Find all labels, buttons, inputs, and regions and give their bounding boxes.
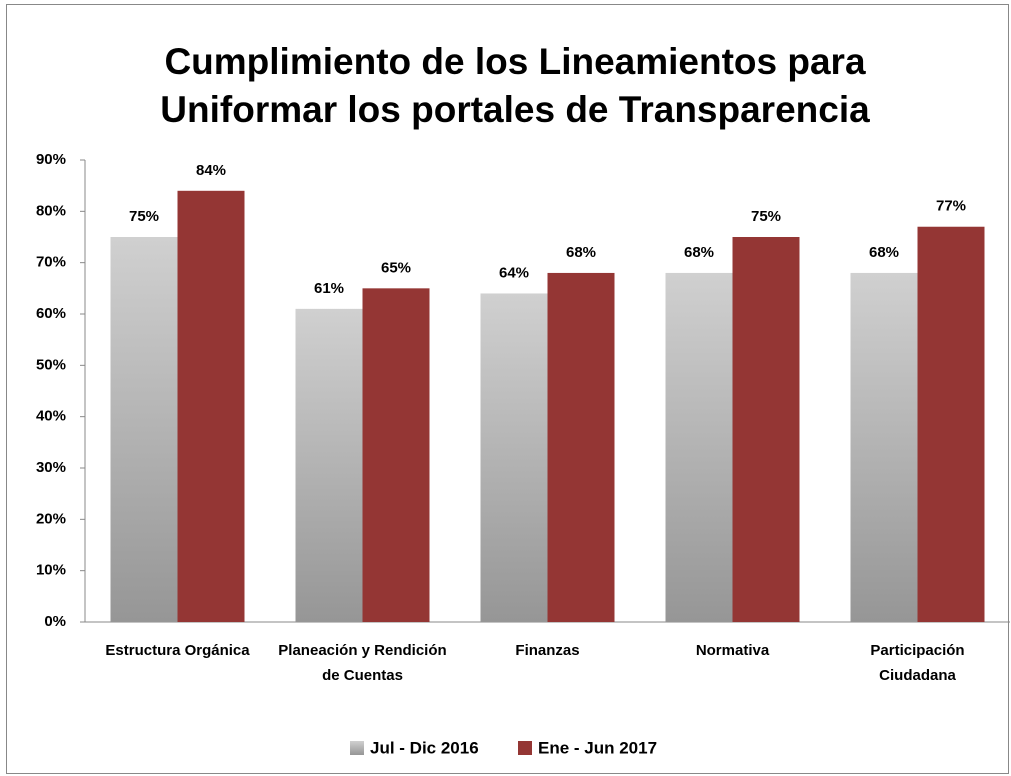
bar (547, 272, 615, 622)
bar (732, 237, 800, 622)
y-tick-label: 90% (36, 151, 66, 168)
bar (480, 293, 548, 622)
y-tick-label: 50% (36, 356, 66, 373)
x-tick-label: Normativa (695, 642, 770, 659)
data-label: 77% (936, 198, 966, 215)
data-label: 61% (314, 280, 344, 297)
x-tick-label: Participación Ciudadana (870, 642, 965, 684)
bar (665, 272, 733, 622)
bar (917, 226, 985, 622)
data-label: 65% (381, 259, 411, 276)
legend-swatch (350, 741, 364, 755)
data-label: 84% (196, 162, 226, 179)
x-tick-label: Finanzas (515, 642, 580, 659)
data-label: 68% (684, 244, 714, 261)
data-label: 75% (751, 208, 781, 225)
y-tick-label: 0% (44, 613, 66, 630)
legend-swatch (518, 741, 532, 755)
bar (177, 190, 245, 623)
x-tick-label: Planeación y Rendición de Cuentas (278, 642, 447, 684)
data-label: 68% (869, 244, 899, 261)
bar (362, 288, 430, 622)
bar (110, 237, 178, 622)
y-tick-label: 40% (36, 408, 66, 425)
y-tick-label: 10% (36, 562, 66, 579)
y-tick-label: 80% (36, 202, 66, 219)
data-label: 75% (129, 208, 159, 225)
data-label: 64% (499, 264, 529, 281)
chart-border (6, 4, 1009, 774)
y-tick-label: 60% (36, 305, 66, 322)
y-tick-label: 30% (36, 459, 66, 476)
legend-label: Jul - Dic 2016 (370, 738, 479, 757)
bar (295, 308, 363, 622)
legend-label: Ene - Jun 2017 (538, 738, 657, 757)
y-tick-label: 70% (36, 254, 66, 271)
data-label: 68% (566, 244, 596, 261)
chart-title: Cumplimiento de los Lineamientos para Un… (160, 41, 870, 130)
bar (850, 272, 918, 622)
y-tick-label: 20% (36, 510, 66, 527)
x-tick-label: Estructura Orgánica (105, 642, 250, 659)
